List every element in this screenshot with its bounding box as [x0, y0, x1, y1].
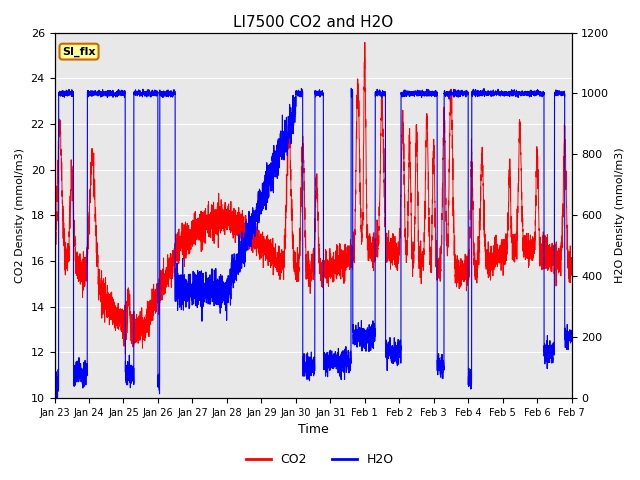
Legend: CO2, H2O: CO2, H2O: [241, 448, 399, 471]
Title: LI7500 CO2 and H2O: LI7500 CO2 and H2O: [233, 15, 393, 30]
X-axis label: Time: Time: [298, 423, 328, 436]
Y-axis label: H2O Density (mmol/m3): H2O Density (mmol/m3): [615, 147, 625, 283]
Y-axis label: CO2 Density (mmol/m3): CO2 Density (mmol/m3): [15, 148, 25, 283]
Text: SI_flx: SI_flx: [62, 47, 96, 57]
